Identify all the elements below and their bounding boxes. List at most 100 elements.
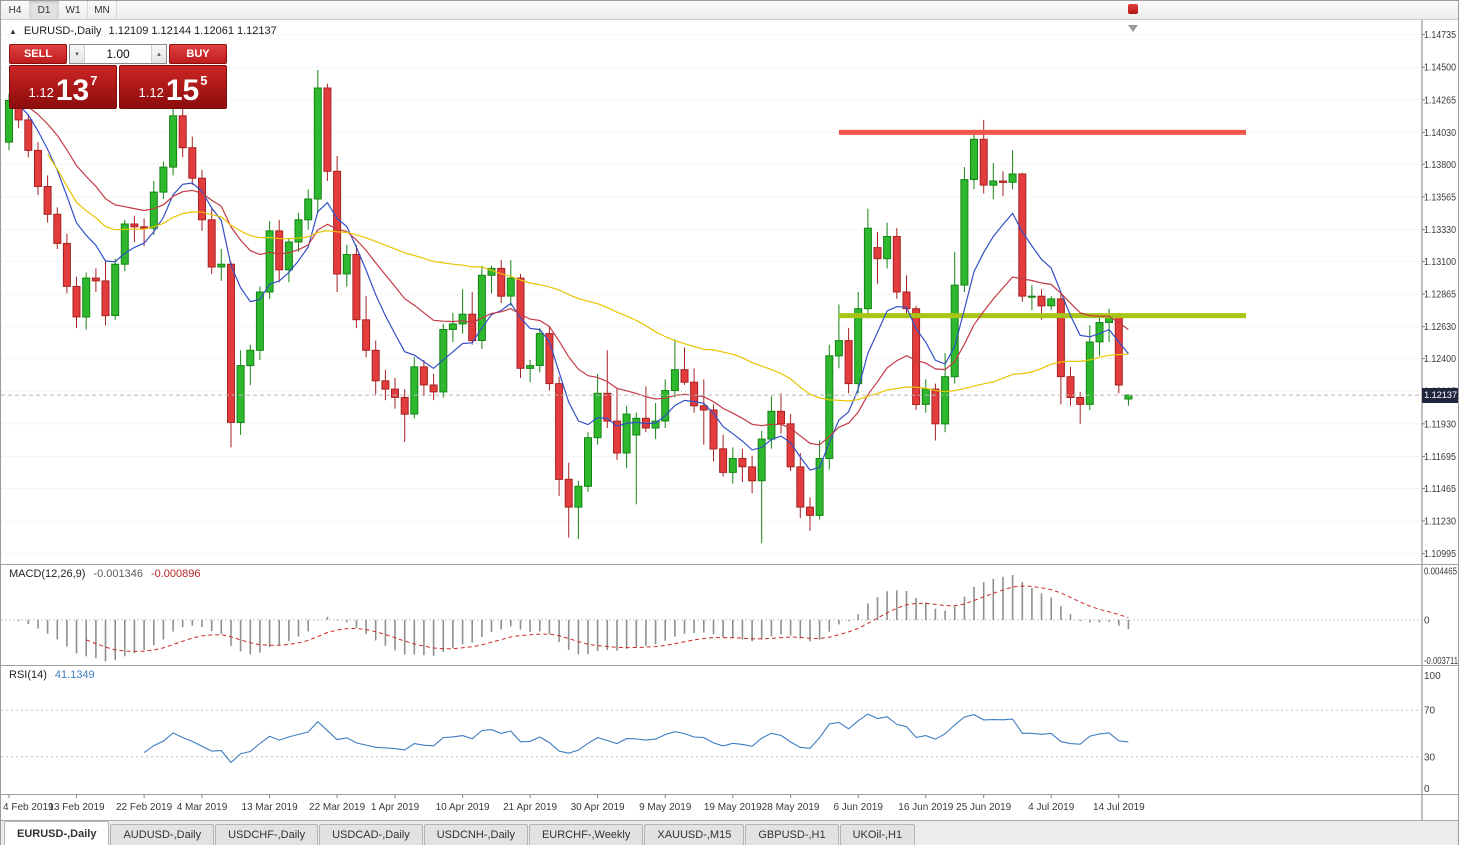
svg-text:1.11695: 1.11695: [1424, 452, 1456, 463]
volume-input[interactable]: 1.00: [106, 47, 130, 61]
volume-increase-icon[interactable]: ▴: [151, 45, 166, 63]
svg-text:1.13330: 1.13330: [1424, 225, 1456, 236]
timeframe-button-mn[interactable]: MN: [88, 1, 117, 19]
svg-text:9 May 2019: 9 May 2019: [639, 802, 692, 813]
macd-panel[interactable]: 0.004465 0 -0.003711 MACD(12,26,9) -0.0013…: [1, 565, 1458, 665]
svg-text:1.12630: 1.12630: [1424, 322, 1456, 333]
chart-tab-5[interactable]: USDCNH-,Daily: [423, 824, 528, 845]
chart-tab-9[interactable]: UKOil-,H1: [839, 824, 916, 845]
svg-text:4 Mar 2019: 4 Mar 2019: [177, 802, 228, 813]
svg-text:1.13800: 1.13800: [1424, 160, 1456, 171]
sell-price-display[interactable]: 1.12 13 7: [9, 65, 117, 109]
trade-controls-row: SELL ▾ 1.00 ▴ BUY: [9, 44, 227, 64]
one-click-trading-widget: SELL ▾ 1.00 ▴ BUY 1.12 13 7 1.12 15 5: [9, 44, 227, 109]
current-price-badge: 1.12137: [1422, 388, 1458, 403]
symbol-arrow-icon: ▲: [9, 26, 17, 36]
svg-text:13 Feb 2019: 13 Feb 2019: [48, 802, 105, 813]
date-axis[interactable]: 4 Feb 2019 13 Feb 2019 22 Feb 2019 4 Mar 20…: [1, 795, 1458, 820]
buy-price-prefix: 1.12: [138, 85, 164, 100]
sell-price-prefix: 1.12: [28, 85, 54, 100]
chart-tab-3[interactable]: USDCHF-,Daily: [215, 824, 319, 845]
chart-tab-4[interactable]: USDCAD-,Daily: [319, 824, 423, 845]
svg-text:21 Apr 2019: 21 Apr 2019: [503, 802, 557, 813]
svg-text:1.11230: 1.11230: [1424, 517, 1456, 528]
macd-name: MACD(12,26,9): [9, 568, 86, 580]
svg-text:1.10995: 1.10995: [1424, 549, 1456, 560]
buy-price-big: 15: [165, 74, 200, 107]
macd-main-value: -0.001346: [93, 568, 143, 580]
svg-text:-0.003711: -0.003711: [1424, 656, 1458, 665]
svg-text:1 Apr 2019: 1 Apr 2019: [371, 802, 420, 813]
panel-separator-3[interactable]: [1, 794, 1458, 795]
chart-tab-7[interactable]: XAUUSD-,M15: [644, 824, 745, 845]
svg-text:6 Jun 2019: 6 Jun 2019: [833, 802, 883, 813]
macd-label: MACD(12,26,9) -0.001346 -0.000896: [9, 568, 201, 580]
toolbar-alert-icon: [1128, 4, 1138, 14]
panel-separator-2[interactable]: [1, 665, 1458, 666]
svg-text:1.13100: 1.13100: [1424, 257, 1456, 268]
buy-button[interactable]: BUY: [169, 44, 227, 64]
timeframe-button-d1[interactable]: D1: [30, 1, 59, 19]
svg-text:70: 70: [1424, 706, 1436, 717]
chart-ohlc-values: 1.12109 1.12144 1.12061 1.12137: [108, 25, 277, 37]
sell-price-big: 13: [55, 74, 90, 107]
chart-tab-2[interactable]: AUDUSD-,Daily: [110, 824, 215, 845]
sell-button[interactable]: SELL: [9, 44, 67, 64]
rsi-label: RSI(14) 41.1349: [9, 669, 95, 681]
trade-price-row: 1.12 13 7 1.12 15 5: [9, 65, 227, 109]
timeframe-toolbar: H4 D1 W1 MN: [1, 1, 1458, 20]
svg-text:1.12865: 1.12865: [1424, 290, 1456, 301]
price-chart-canvas: 1.14735 1.14500 1.14265 1.14030 1.13800 1.135…: [1, 20, 1456, 564]
svg-text:1.14265: 1.14265: [1424, 95, 1456, 106]
volume-field: ▾ 1.00 ▴: [69, 44, 167, 64]
chart-tab-8[interactable]: GBPUSD-,H1: [745, 824, 839, 845]
svg-text:22 Feb 2019: 22 Feb 2019: [116, 802, 173, 813]
svg-text:30: 30: [1424, 752, 1436, 763]
rsi-panel[interactable]: 100 70 30 0 RSI(14) 41.1349: [1, 666, 1458, 794]
svg-text:1.13565: 1.13565: [1424, 192, 1456, 203]
rsi-name: RSI(14): [9, 669, 47, 681]
svg-text:1.14030: 1.14030: [1424, 128, 1456, 139]
svg-text:1.12400: 1.12400: [1424, 354, 1456, 365]
rsi-canvas: 100 70 30 0: [1, 666, 1441, 794]
chart-tabbar: EURUSD-,Daily AUDUSD-,Daily USDCHF-,Daily U…: [1, 820, 1458, 845]
svg-text:0: 0: [1424, 784, 1430, 794]
volume-decrease-icon[interactable]: ▾: [70, 45, 85, 63]
svg-text:30 Apr 2019: 30 Apr 2019: [571, 802, 625, 813]
svg-text:22 Mar 2019: 22 Mar 2019: [309, 802, 366, 813]
svg-text:100: 100: [1424, 671, 1441, 682]
svg-text:1.14735: 1.14735: [1424, 30, 1456, 41]
svg-text:16 Jun 2019: 16 Jun 2019: [898, 802, 953, 813]
macd-canvas: 0.004465 0 -0.003711: [1, 565, 1458, 665]
macd-signal-value: -0.000896: [150, 568, 201, 580]
timeframe-button-h4[interactable]: H4: [1, 1, 30, 19]
svg-text:0.004465: 0.004465: [1424, 566, 1457, 577]
timeframe-button-group: H4 D1 W1 MN: [1, 1, 117, 19]
svg-text:14 Jul 2019: 14 Jul 2019: [1093, 802, 1145, 813]
svg-text:4 Jul 2019: 4 Jul 2019: [1028, 802, 1075, 813]
panel-separator-1[interactable]: [1, 564, 1458, 565]
svg-text:19 May 2019: 19 May 2019: [704, 802, 762, 813]
chart-tab-1[interactable]: EURUSD-,Daily: [4, 821, 110, 845]
buy-price-sup: 5: [200, 73, 208, 88]
svg-text:10 Apr 2019: 10 Apr 2019: [436, 802, 490, 813]
svg-text:1.11465: 1.11465: [1424, 484, 1456, 495]
svg-text:13 Mar 2019: 13 Mar 2019: [242, 802, 299, 813]
svg-text:1.11930: 1.11930: [1424, 419, 1456, 430]
sell-price-sup: 7: [90, 73, 98, 88]
timeframe-button-w1[interactable]: W1: [59, 1, 88, 19]
chart-title: ▲ EURUSD-,Daily 1.12109 1.12144 1.12061 …: [9, 25, 277, 37]
svg-text:4 Feb 2019: 4 Feb 2019: [3, 802, 54, 813]
svg-text:1.14500: 1.14500: [1424, 63, 1456, 74]
svg-text:28 May 2019: 28 May 2019: [762, 802, 820, 813]
svg-text:0: 0: [1424, 615, 1430, 626]
chart-tab-6[interactable]: EURCHF-,Weekly: [528, 824, 644, 845]
price-axis[interactable]: [1421, 19, 1458, 819]
chart-symbol-label: EURUSD-,Daily: [23, 25, 102, 37]
main-chart-panel[interactable]: 1.14735 1.14500 1.14265 1.14030 1.13800 1.135…: [1, 20, 1458, 564]
rsi-value: 41.1349: [54, 669, 95, 681]
svg-text:25 Jun 2019: 25 Jun 2019: [956, 802, 1011, 813]
buy-price-display[interactable]: 1.12 15 5: [119, 65, 227, 109]
